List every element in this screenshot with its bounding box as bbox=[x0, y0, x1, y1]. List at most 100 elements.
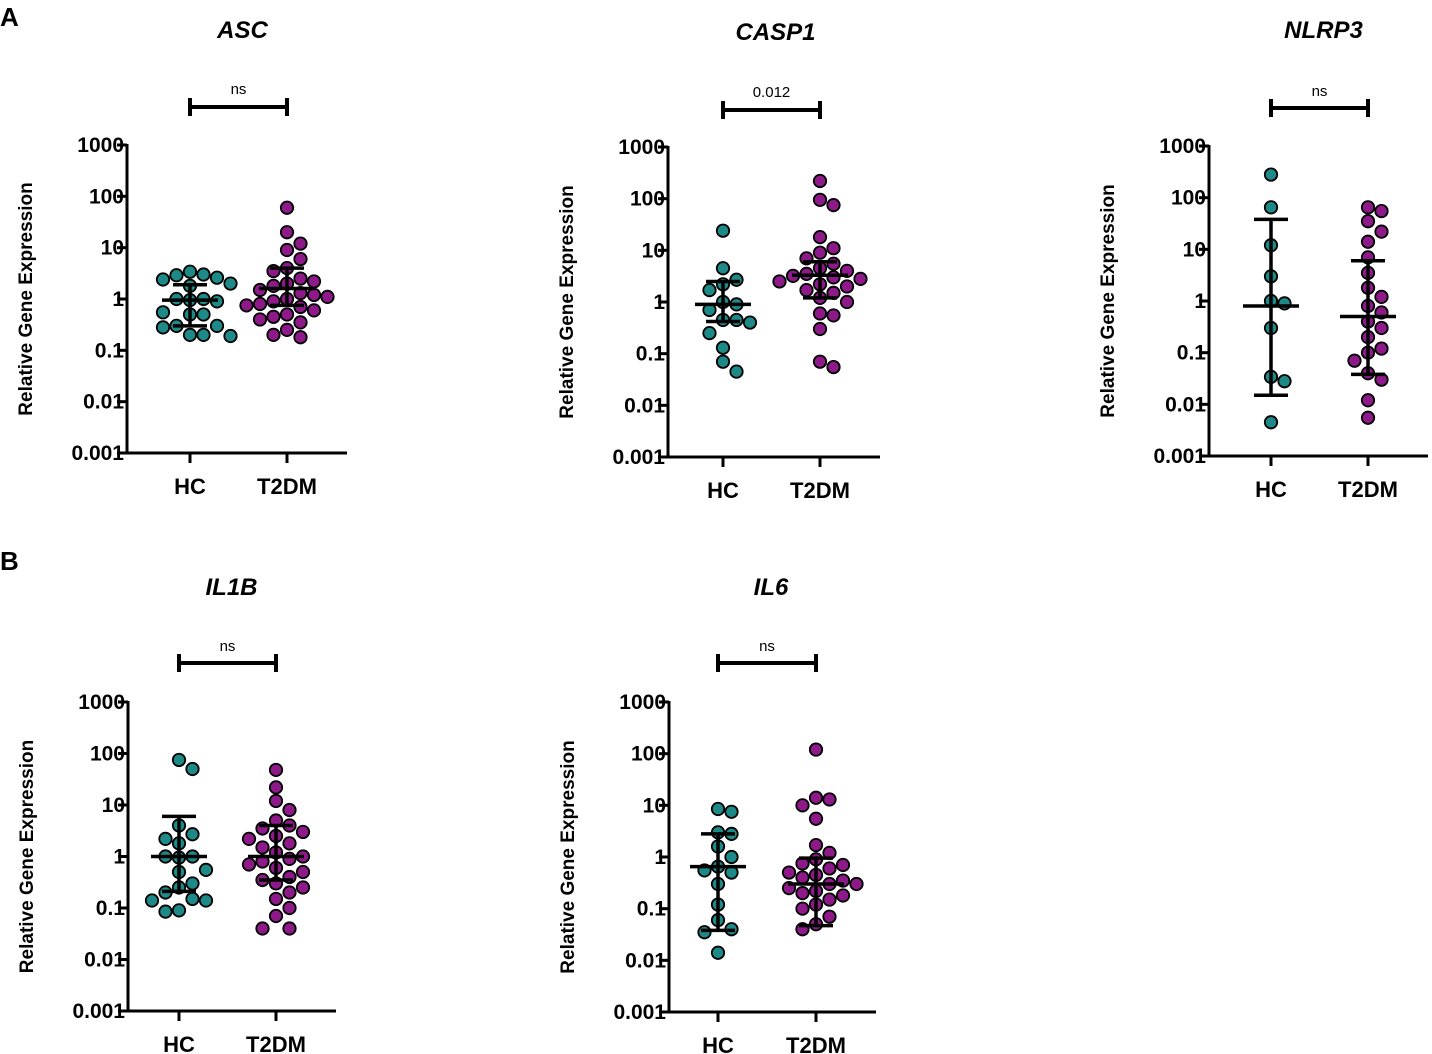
data-point-t2dm bbox=[808, 811, 824, 826]
data-point-t2dm bbox=[293, 236, 308, 251]
y-tick-label: 1000 bbox=[1159, 135, 1206, 158]
x-category-label: HC bbox=[163, 1032, 195, 1054]
data-point-hc bbox=[144, 893, 160, 908]
data-point-t2dm bbox=[241, 857, 257, 872]
data-point-t2dm bbox=[812, 230, 828, 245]
y-tick-label: 1 bbox=[112, 288, 124, 311]
chart-title: IL1B bbox=[205, 574, 257, 601]
chart-title: CASP1 bbox=[735, 19, 815, 46]
significance-label: ns bbox=[1312, 83, 1328, 100]
data-point-hc bbox=[223, 276, 238, 291]
y-tick-label: 100 bbox=[90, 743, 125, 766]
data-point-t2dm bbox=[1374, 341, 1389, 356]
y-axis-title: Relative Gene Expression bbox=[17, 740, 38, 973]
data-point-hc bbox=[1263, 415, 1279, 430]
data-point-hc bbox=[729, 364, 744, 379]
data-point-t2dm bbox=[822, 909, 837, 924]
data-point-t2dm bbox=[808, 742, 824, 757]
data-point-t2dm bbox=[282, 836, 297, 851]
data-point-t2dm bbox=[282, 885, 297, 900]
x-category-label: HC bbox=[702, 1033, 734, 1054]
data-point-t2dm bbox=[293, 330, 308, 345]
data-point-t2dm bbox=[812, 321, 828, 337]
data-point-t2dm bbox=[853, 271, 868, 286]
x-category-label: T2DM bbox=[257, 474, 317, 499]
data-point-hc bbox=[198, 862, 214, 877]
data-point-hc bbox=[185, 827, 200, 842]
data-point-t2dm bbox=[268, 793, 284, 809]
data-point-t2dm bbox=[268, 762, 284, 778]
significance-label: 0.012 bbox=[753, 84, 791, 101]
data-point-t2dm bbox=[1360, 214, 1376, 229]
data-point-hc bbox=[155, 305, 171, 320]
y-tick-label: 10 bbox=[643, 794, 666, 817]
x-category-label: T2DM bbox=[246, 1032, 306, 1054]
y-tick-label: 0.01 bbox=[84, 949, 125, 972]
data-point-hc bbox=[155, 272, 171, 287]
data-point-t2dm bbox=[1360, 410, 1376, 425]
data-point-t2dm bbox=[295, 824, 311, 840]
y-tick-label: 0.1 bbox=[636, 343, 666, 366]
data-point-t2dm bbox=[268, 780, 284, 795]
data-point-hc bbox=[710, 801, 726, 817]
chart-casp1: CASP1 0.012 0.001 0.01 0.1 1 10 100 1000 HC T2DM Re… bbox=[557, 19, 880, 503]
y-tick-label: 0.001 bbox=[1153, 445, 1206, 468]
data-point-t2dm bbox=[812, 354, 828, 369]
data-point-hc bbox=[1263, 200, 1279, 215]
y-tick-label: 1000 bbox=[619, 691, 666, 714]
data-point-hc bbox=[185, 876, 200, 891]
panel-letter-b: B bbox=[0, 546, 19, 576]
data-point-hc bbox=[198, 893, 214, 908]
data-point-t2dm bbox=[826, 198, 841, 213]
panel-letter-a: A bbox=[0, 2, 19, 32]
y-axis-title: Relative Gene Expression bbox=[557, 185, 578, 418]
data-point-hc bbox=[209, 318, 225, 333]
data-point-t2dm bbox=[282, 851, 297, 866]
chart-title: NLRP3 bbox=[1284, 17, 1363, 44]
y-tick-label: 0.001 bbox=[72, 1000, 125, 1023]
y-tick-label: 10 bbox=[1183, 238, 1206, 261]
data-point-hc bbox=[742, 315, 758, 330]
x-category-label: T2DM bbox=[1338, 477, 1398, 502]
y-tick-label: 10 bbox=[101, 237, 124, 260]
data-point-t2dm bbox=[293, 315, 308, 330]
data-point-t2dm bbox=[293, 251, 308, 267]
y-tick-label: 1000 bbox=[618, 136, 665, 159]
y-tick-label: 0.01 bbox=[624, 394, 665, 417]
y-tick-label: 100 bbox=[89, 185, 124, 208]
data-point-t2dm bbox=[835, 888, 851, 903]
data-point-t2dm bbox=[295, 864, 311, 880]
data-point-t2dm bbox=[826, 359, 841, 375]
chart-il1b: IL1B ns 0.001 0.01 0.1 1 10 100 1000 HC T2DM Relati… bbox=[17, 574, 336, 1054]
data-point-t2dm bbox=[266, 327, 281, 342]
data-point-t2dm bbox=[241, 831, 257, 846]
data-point-t2dm bbox=[781, 865, 797, 880]
y-tick-label: 0.1 bbox=[1177, 342, 1207, 365]
data-point-hc bbox=[196, 267, 211, 282]
data-point-hc bbox=[196, 307, 211, 322]
data-point-hc bbox=[710, 945, 726, 960]
data-point-t2dm bbox=[795, 901, 810, 916]
data-point-hc bbox=[724, 804, 739, 819]
y-tick-label: 1 bbox=[654, 846, 666, 869]
data-point-hc bbox=[715, 340, 731, 355]
data-point-t2dm bbox=[826, 308, 841, 323]
data-point-hc bbox=[185, 761, 200, 777]
data-point-t2dm bbox=[826, 270, 841, 285]
y-tick-label: 10 bbox=[642, 239, 665, 262]
y-tick-label: 0.1 bbox=[96, 897, 126, 920]
x-category-label: T2DM bbox=[786, 1033, 846, 1054]
data-point-t2dm bbox=[268, 908, 284, 924]
data-point-t2dm bbox=[839, 279, 855, 294]
data-point-hc bbox=[155, 320, 171, 335]
y-axis-title: Relative Gene Expression bbox=[16, 182, 37, 415]
data-point-hc bbox=[158, 831, 173, 846]
data-point-hc bbox=[209, 270, 225, 285]
data-point-t2dm bbox=[822, 792, 837, 807]
data-point-hc bbox=[223, 328, 238, 344]
data-point-hc bbox=[171, 903, 187, 918]
data-point-t2dm bbox=[812, 306, 828, 321]
data-point-t2dm bbox=[849, 876, 864, 892]
data-point-hc bbox=[702, 326, 717, 341]
